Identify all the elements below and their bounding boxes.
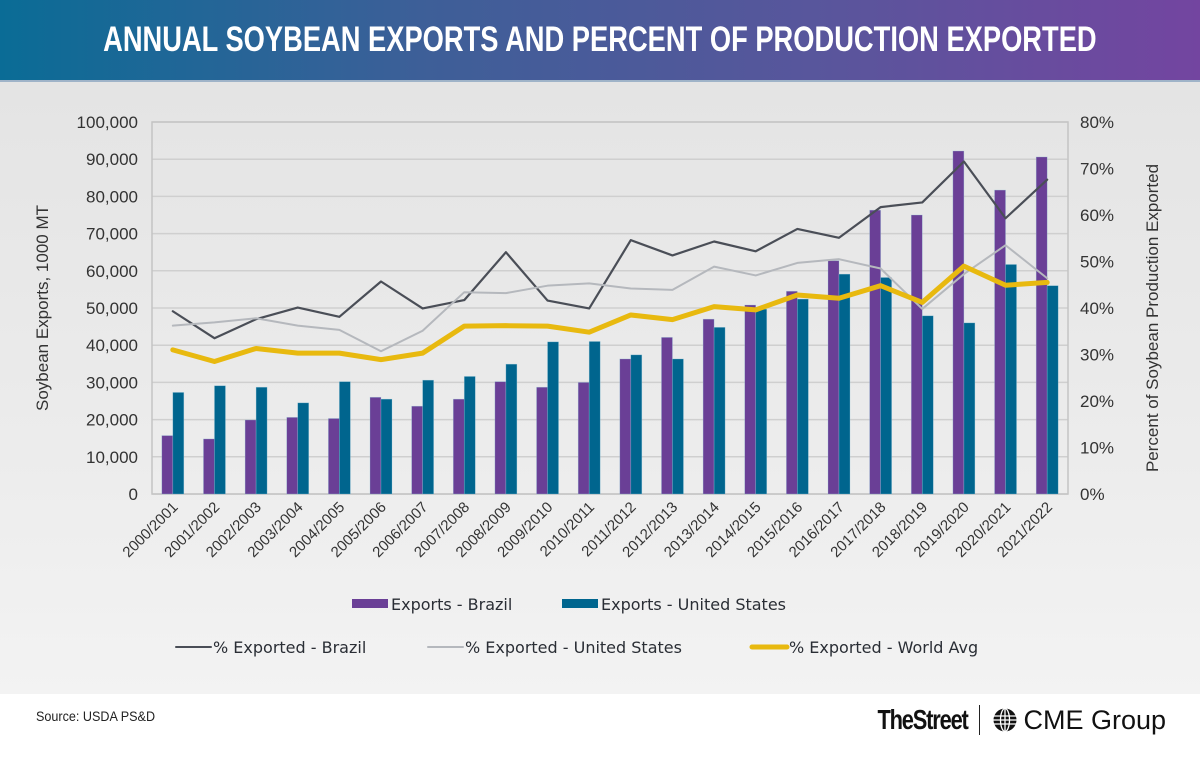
line-world-avg[interactable] [170,263,1050,364]
y-tick-label: 90,000 [86,150,138,169]
logo-divider [979,705,981,735]
bar-brazil[interactable] [994,189,1006,495]
y2-tick-label: 80% [1080,113,1114,132]
y-tick-label: 0 [129,485,138,504]
bar-united-states[interactable] [755,308,768,495]
bar-united-states[interactable] [1046,285,1059,495]
y-tick-label: 50,000 [86,299,138,318]
bar-brazil[interactable] [286,417,299,495]
legend-swatch-brazil-exports [352,599,388,608]
bar-brazil[interactable] [369,396,382,495]
y-tick-label: 20,000 [86,411,138,430]
bar-brazil[interactable] [161,435,174,495]
globe-icon [993,707,1017,733]
legend-label-us-exports: Exports - United States [601,595,786,614]
y-tick-label: 10,000 [86,448,138,467]
bar-brazil[interactable] [786,290,798,495]
line-united-states[interactable] [171,244,1049,353]
bar-united-states[interactable] [297,402,310,495]
bar-united-states[interactable] [255,386,268,495]
bar-united-states[interactable] [172,392,185,495]
bar-united-states[interactable] [713,327,726,495]
y-tick-label: 80,000 [86,187,138,206]
y2-tick-label: 50% [1080,253,1114,272]
bar-united-states[interactable] [422,379,434,495]
y2-tick-label: 60% [1080,206,1114,225]
bar-united-states[interactable] [463,376,476,495]
legend-label-world-percent: % Exported - World Avg [789,638,978,657]
line-brazil[interactable] [171,160,1049,340]
bar-brazil[interactable] [244,419,257,495]
bar-united-states[interactable] [630,354,643,495]
y2-tick-label: 20% [1080,392,1114,411]
bar-united-states[interactable] [880,277,892,495]
bar-united-states[interactable] [1005,264,1017,495]
bar-brazil[interactable] [952,150,965,495]
y-axis-left: 0 10,000 20,000 30,000 40,000 50,000 60,000 70,… [77,113,138,504]
bar-united-states[interactable] [339,381,351,495]
logos: TheStreet CME Group [852,704,1166,736]
y-axis-label: Soybean Exports, 1000 MT [33,205,52,411]
bar-brazil[interactable] [577,382,590,495]
y2-tick-label: 40% [1080,299,1114,318]
bar-brazil[interactable] [744,304,757,495]
legend-label-brazil-percent: % Exported - Brazil [213,638,366,657]
bar-brazil[interactable] [869,209,881,495]
y2-tick-label: 70% [1080,160,1114,179]
bar-brazil[interactable] [411,405,423,495]
y-tick-label: 30,000 [86,373,138,392]
legend-label-us-percent: % Exported - United States [465,638,682,657]
bar-united-states[interactable] [672,358,684,495]
bar-brazil[interactable] [536,386,548,495]
bar-united-states[interactable] [547,341,559,495]
source-note: Source: USDA PS&D [36,708,156,724]
y-tick-label: 40,000 [86,336,138,355]
thestreet-logo: TheStreet [877,704,968,735]
chart: 0 10,000 20,000 30,000 40,000 50,000 60,000 70,… [33,113,1162,657]
bar-brazil[interactable] [1035,156,1048,495]
y-tick-label: 100,000 [77,113,138,132]
cme-group-label: CME Group [1023,704,1166,735]
bar-united-states[interactable] [921,315,934,495]
y-tick-label: 70,000 [86,225,138,244]
legend: Exports - Brazil Exports - United States%… [175,595,978,657]
y2-axis-label: Percent of Soybean Production Exported [1143,164,1162,472]
chart-title: ANNUAL SOYBEAN EXPORTS AND PERCENT OF PR… [103,20,1097,59]
y2-tick-label: 0% [1080,485,1105,504]
bar-united-states[interactable] [963,322,976,495]
bar-brazil[interactable] [203,438,215,495]
plot-area [151,121,1069,495]
bar-united-states[interactable] [505,363,518,495]
bar-united-states[interactable] [838,273,851,495]
bar-brazil[interactable] [702,318,715,495]
bar-united-states[interactable] [214,385,226,495]
bar-brazil[interactable] [452,398,465,495]
bar-brazil[interactable] [661,337,673,495]
y2-tick-label: 10% [1080,439,1114,458]
legend-swatch-us-exports [562,599,598,608]
bar-brazil[interactable] [328,418,340,495]
bar-brazil[interactable] [619,358,632,495]
bar-brazil[interactable] [910,214,923,495]
bars [161,150,1059,495]
bar-united-states[interactable] [797,298,809,495]
cme-group-logo: CME Group [992,705,1166,736]
y2-tick-label: 30% [1080,346,1114,365]
legend-label-brazil-exports: Exports - Brazil [391,595,512,614]
y-axis-right: 0% 10% 20% 30% 40% 50% 60% 70% 80% [1080,113,1114,504]
y-tick-label: 60,000 [86,262,138,281]
bar-united-states[interactable] [380,398,393,495]
x-axis: 2000/20012001/20022002/20032003/20042004… [119,499,1056,561]
bar-united-states[interactable] [588,341,601,495]
bar-brazil[interactable] [494,381,507,495]
header-banner: ANNUAL SOYBEAN EXPORTS AND PERCENT OF PR… [0,0,1200,80]
lines [170,160,1050,364]
